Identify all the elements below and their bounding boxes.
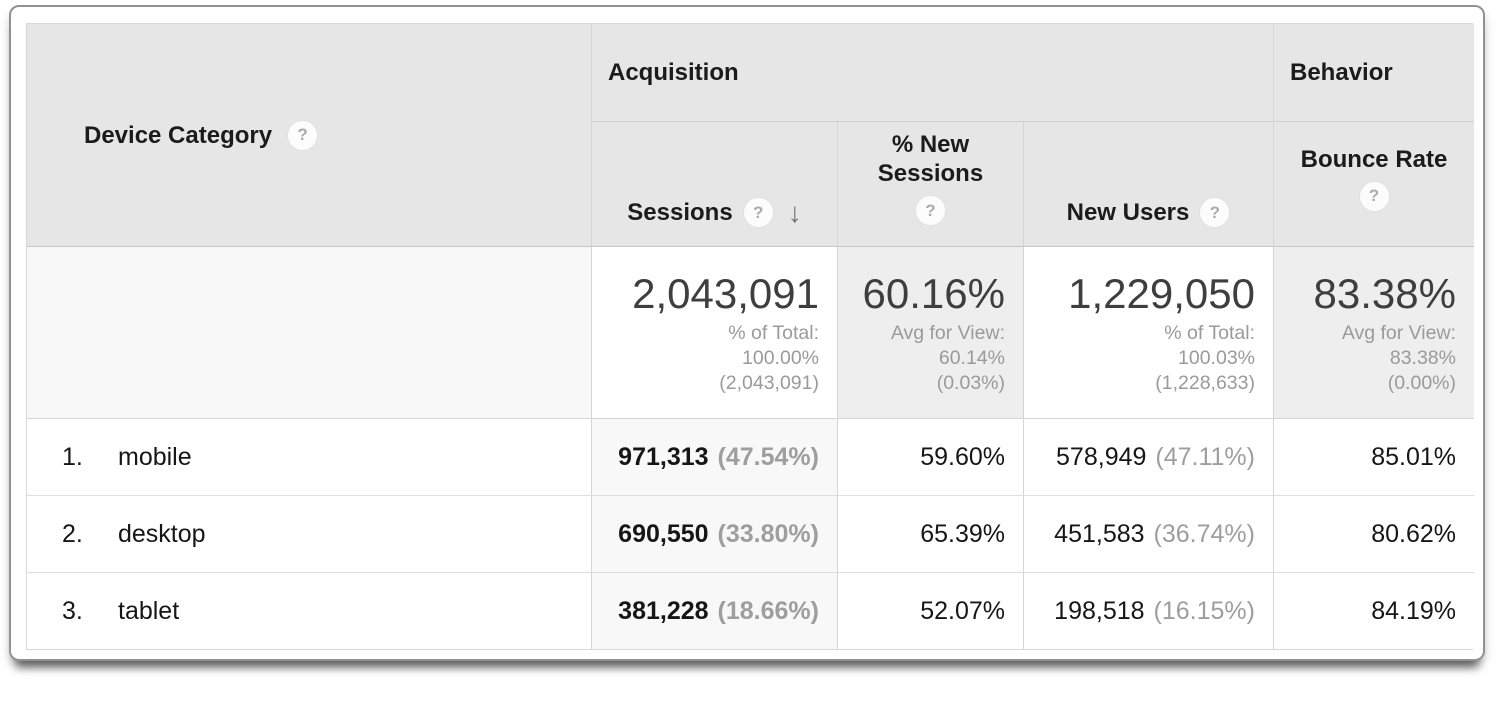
bounce-rate-header-label: Bounce Rate: [1300, 145, 1448, 173]
bounce-rate-avg-value: 83.38%: [1313, 269, 1456, 317]
device-cell: 1. mobile: [27, 419, 592, 496]
device-name: desktop: [118, 519, 206, 548]
percent-new-sessions-avg-value: 60.16%: [862, 269, 1005, 317]
sessions-total-caption: % of Total:: [728, 321, 819, 344]
sessions-header-content: Sessions ? ↓: [627, 196, 802, 228]
device-cell: 3. tablet: [27, 573, 592, 649]
summary-bounce-rate-cell: 83.38% Avg for View: 83.38% (0.00%): [1274, 247, 1474, 419]
sessions-total-percent: 100.00%: [742, 346, 819, 369]
percent-new-sessions-header-label: % New Sessions: [877, 131, 984, 187]
sessions-value: 381,228: [618, 596, 709, 625]
help-icon[interactable]: ?: [915, 195, 946, 226]
device-category-report-table: Device Category ? Acquisition Behavior S…: [26, 23, 1474, 650]
new-users-share: (36.74%): [1153, 519, 1255, 548]
bounce-rate-avg-percent: 83.38%: [1389, 346, 1456, 369]
bounce-rate-avg-caption: Avg for View:: [1341, 321, 1456, 344]
help-icon[interactable]: ?: [742, 197, 774, 228]
percent-new-sessions-value: 65.39%: [920, 519, 1005, 548]
device-cell: 2. desktop: [27, 496, 592, 573]
row-rank: 3.: [62, 596, 83, 625]
column-header-sessions[interactable]: Sessions ? ↓: [592, 122, 838, 247]
device-category-header-label: Device Category: [84, 121, 273, 149]
group-header-acquisition: Acquisition: [592, 24, 1274, 122]
percent-new-sessions-cell: 52.07%: [838, 573, 1024, 649]
percent-new-sessions-avg-caption: Avg for View:: [890, 321, 1005, 344]
sessions-total-value: 2,043,091: [632, 269, 819, 317]
new-users-value: 198,518: [1054, 596, 1145, 625]
new-users-cell: 198,518 (16.15%): [1024, 573, 1274, 649]
bounce-rate-cell: 84.19%: [1274, 573, 1474, 649]
sessions-total-absolute: (2,043,091): [719, 371, 819, 394]
summary-sessions-cell: 2,043,091 % of Total: 100.00% (2,043,091…: [592, 247, 838, 419]
bounce-rate-cell: 80.62%: [1274, 496, 1474, 573]
sessions-share: (33.80%): [717, 519, 819, 548]
sessions-cell: 381,228 (18.66%): [592, 573, 838, 649]
device-name: mobile: [118, 442, 192, 471]
sessions-share: (47.54%): [717, 442, 819, 471]
sessions-cell: 690,550 (33.80%): [592, 496, 838, 573]
bounce-rate-value: 84.19%: [1371, 596, 1456, 625]
column-header-percent-new-sessions[interactable]: % New Sessions ?: [838, 122, 1024, 247]
new-users-total-value: 1,229,050: [1068, 269, 1255, 317]
sessions-value: 971,313: [618, 442, 709, 471]
new-users-total-absolute: (1,228,633): [1155, 371, 1255, 394]
help-icon[interactable]: ?: [1199, 197, 1231, 228]
column-header-bounce-rate[interactable]: Bounce Rate ?: [1274, 122, 1474, 247]
new-users-header-content: New Users ?: [1067, 197, 1231, 228]
sessions-value: 690,550: [618, 519, 709, 548]
new-users-header-label: New Users: [1066, 199, 1190, 226]
help-icon[interactable]: ?: [287, 119, 319, 151]
summary-percent-new-sessions-cell: 60.16% Avg for View: 60.14% (0.03%): [838, 247, 1024, 419]
device-name: tablet: [118, 596, 180, 625]
sessions-share: (18.66%): [717, 596, 819, 625]
percent-new-sessions-cell: 65.39%: [838, 496, 1024, 573]
new-users-share: (16.15%): [1153, 596, 1255, 625]
row-rank: 1.: [62, 442, 83, 471]
bounce-rate-value: 80.62%: [1371, 519, 1456, 548]
bounce-rate-avg-delta: (0.00%): [1387, 371, 1456, 394]
percent-new-sessions-avg-percent: 60.14%: [938, 346, 1005, 369]
new-users-cell: 451,583 (36.74%): [1024, 496, 1274, 573]
column-header-device-category[interactable]: Device Category ?: [27, 24, 592, 247]
percent-new-sessions-avg-delta: (0.03%): [936, 371, 1005, 394]
sessions-header-label: Sessions: [627, 199, 733, 226]
group-header-behavior: Behavior: [1274, 24, 1474, 122]
sort-descending-icon: ↓: [787, 196, 802, 228]
summary-new-users-cell: 1,229,050 % of Total: 100.03% (1,228,633…: [1024, 247, 1274, 419]
behavior-group-label: Behavior: [1290, 59, 1393, 86]
new-users-cell: 578,949 (47.11%): [1024, 419, 1274, 496]
new-users-value: 451,583: [1054, 519, 1145, 548]
new-users-total-percent: 100.03%: [1178, 346, 1255, 369]
screenshot-card: Device Category ? Acquisition Behavior S…: [9, 5, 1485, 661]
new-users-share: (47.11%): [1155, 442, 1255, 471]
summary-dimension-cell: [27, 247, 592, 419]
new-users-total-caption: % of Total:: [1164, 321, 1255, 344]
new-users-value: 578,949: [1056, 442, 1147, 471]
percent-new-sessions-cell: 59.60%: [838, 419, 1024, 496]
percent-new-sessions-value: 52.07%: [920, 596, 1005, 625]
row-rank: 2.: [62, 519, 83, 548]
sessions-cell: 971,313 (47.54%): [592, 419, 838, 496]
help-icon[interactable]: ?: [1358, 180, 1390, 212]
column-header-new-users[interactable]: New Users ?: [1024, 122, 1274, 247]
percent-new-sessions-value: 59.60%: [920, 442, 1005, 471]
bounce-rate-value: 85.01%: [1371, 442, 1456, 471]
acquisition-group-label: Acquisition: [608, 59, 739, 86]
bounce-rate-cell: 85.01%: [1274, 419, 1474, 496]
